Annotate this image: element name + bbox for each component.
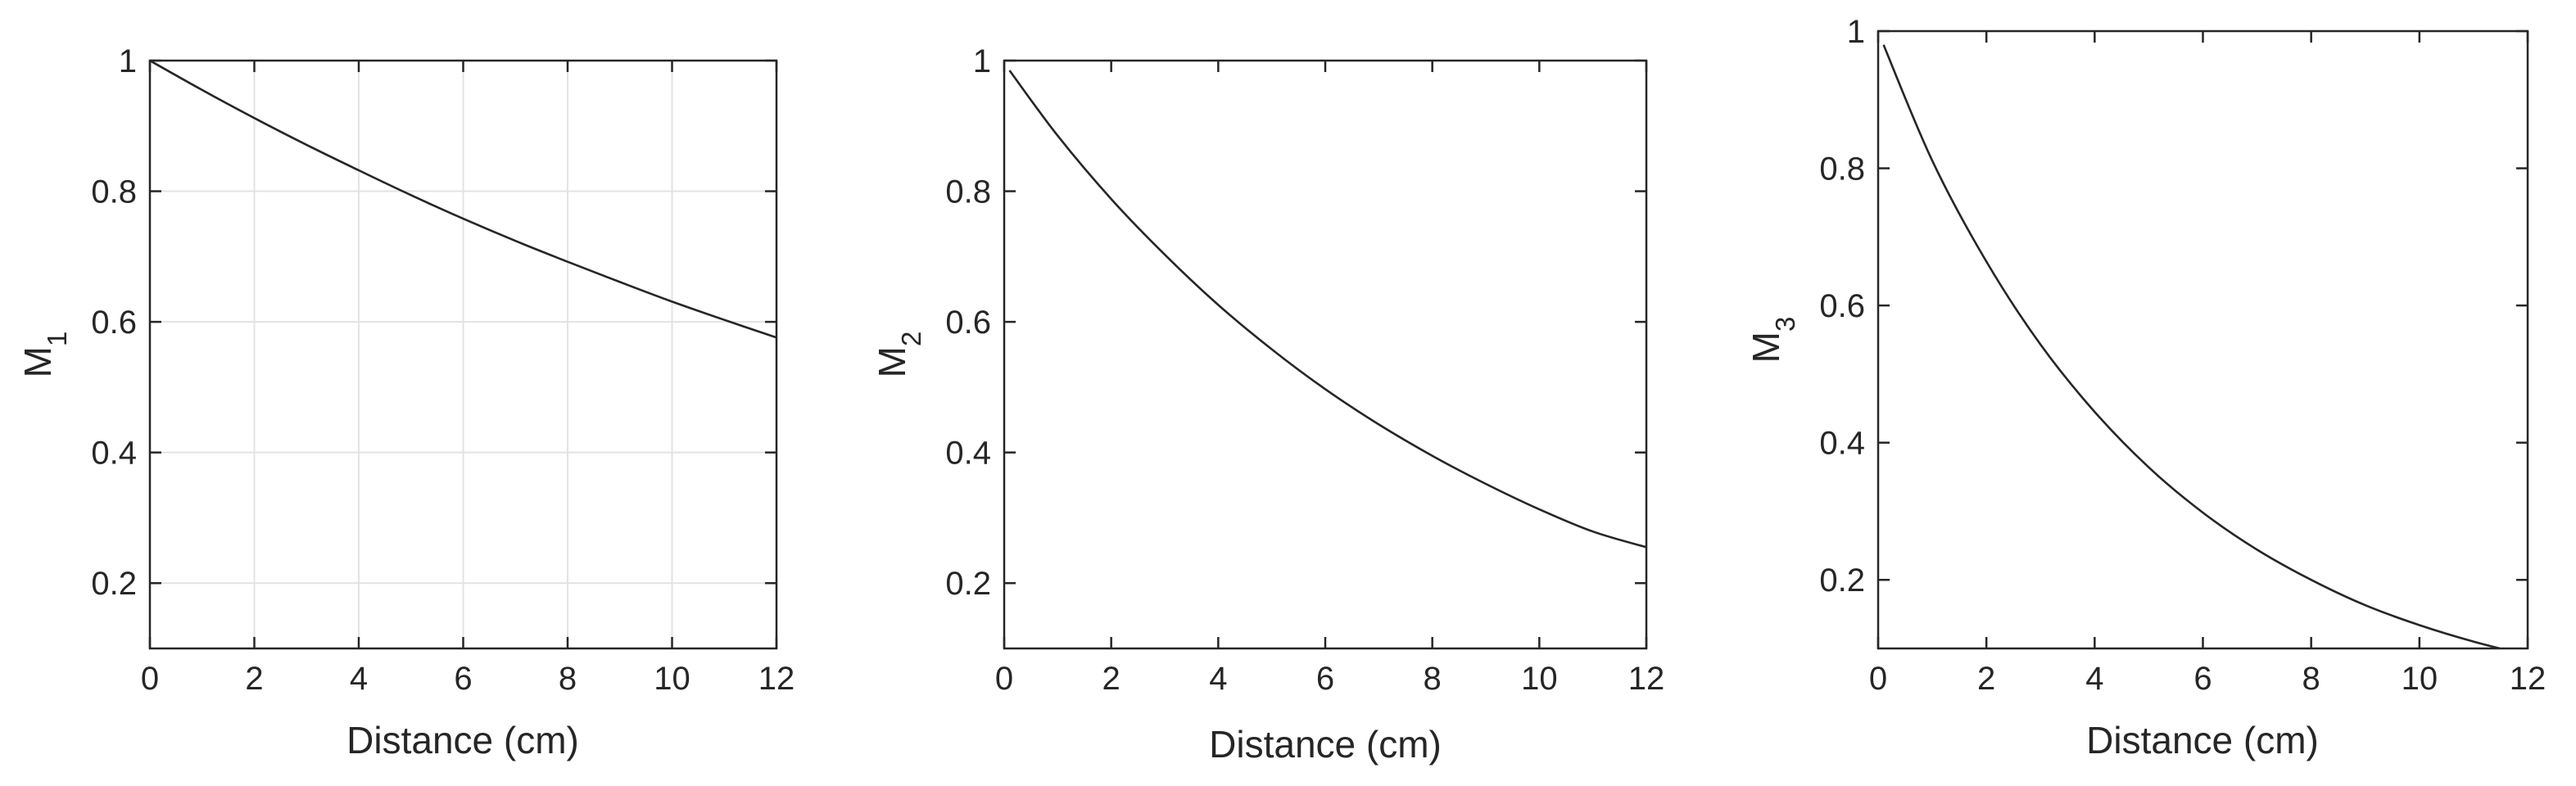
y-axis-label: M2: [871, 332, 926, 378]
series-line: [1882, 44, 2505, 648]
y-tick-label: 0.8: [91, 174, 137, 210]
x-tick-label: 12: [1628, 661, 1665, 697]
axes-box: [1877, 29, 2529, 650]
x-tick-label: 12: [2510, 661, 2547, 697]
series-line: [1008, 70, 1646, 549]
panel-2: 0 2 4 6 8 10 120.20.40.60.81 Distance (cm) M2: [871, 43, 1664, 766]
y-tick-label: 0.8: [1819, 151, 1865, 187]
y-tick-label: 0.6: [1819, 288, 1865, 324]
x-tick-label: 12: [758, 661, 795, 697]
x-tick-label: 4: [2085, 661, 2103, 697]
x-axis-label: Distance (cm): [346, 719, 579, 761]
y-tick-label: 1: [973, 43, 991, 79]
y-tick-label: 1: [1847, 14, 1865, 50]
y-axis-label-main: M: [871, 346, 913, 377]
y-axis-label: M3: [1745, 317, 1800, 364]
y-axis-label-subscript: 2: [896, 332, 926, 346]
y-axis-label-subscript: 1: [42, 332, 72, 346]
y-tick-label: 0.2: [91, 566, 137, 602]
x-tick-label: 2: [1977, 661, 1995, 697]
x-tick-label: 4: [350, 661, 368, 697]
x-tick-label: 10: [654, 661, 690, 697]
x-tick-label: 6: [1316, 661, 1334, 697]
x-tick-label: 6: [454, 661, 472, 697]
x-tick-label: 2: [245, 661, 263, 697]
ticks-layer: 0 2 4 6 8 10 12 0.2 0.4 0.6 0.8 1: [1819, 14, 2546, 697]
x-tick-label: 0: [141, 661, 159, 697]
grid-overlay: [150, 61, 776, 648]
y-tick-label: 0.4: [945, 436, 991, 472]
x-axis-label: Distance (cm): [1209, 723, 1442, 766]
x-tick-label: 8: [2302, 661, 2320, 697]
series-line: [150, 61, 776, 339]
x-tick-label: 8: [559, 661, 577, 697]
x-tick-label: 10: [1521, 661, 1558, 697]
y-tick-label: 0.4: [91, 436, 137, 472]
y-tick-label: 0.6: [91, 305, 137, 341]
y-axis-label-main: M: [1745, 332, 1787, 363]
x-tick-label: 10: [2402, 661, 2438, 697]
x-axis-label: Distance (cm): [2086, 719, 2319, 761]
x-tick-label: 0: [995, 661, 1013, 697]
y-tick-label: 0.8: [945, 174, 991, 210]
y-tick-label: 1: [119, 43, 137, 79]
axes-box: [1003, 59, 1648, 650]
x-tick-label: 6: [2193, 661, 2212, 697]
x-tick-label: 0: [1869, 661, 1887, 697]
y-tick-label: 0.2: [945, 566, 991, 602]
x-tick-label: 4: [1209, 661, 1227, 697]
ticks-layer: 0 2 4 6 8 10 12 0.2 0.4 0.6 0.8 1: [945, 43, 1664, 697]
x-tick-label: 2: [1102, 661, 1120, 697]
x-tick-label: 8: [1424, 661, 1442, 697]
y-axis-label-subscript: 3: [1770, 317, 1800, 332]
y-tick-label: 0.2: [1819, 562, 1865, 599]
y-axis-label: M1: [16, 332, 72, 378]
panel-1: 0 2 4 6 8 10 120.20.40.60.81 Distance (cm) M1: [16, 43, 795, 761]
y-axis-label-main: M: [16, 346, 59, 377]
y-tick-label: 0.4: [1819, 426, 1865, 462]
panel-3: 0 2 4 6 8 10 12 0.2 0.4 0.6 0.8 1 Distance (cm) M3: [1745, 14, 2546, 761]
y-tick-label: 0.6: [945, 305, 991, 341]
ticks-layer: 0 2 4 6 8 10 12 0.2 0.4 0.6 0.8 1: [91, 43, 795, 697]
